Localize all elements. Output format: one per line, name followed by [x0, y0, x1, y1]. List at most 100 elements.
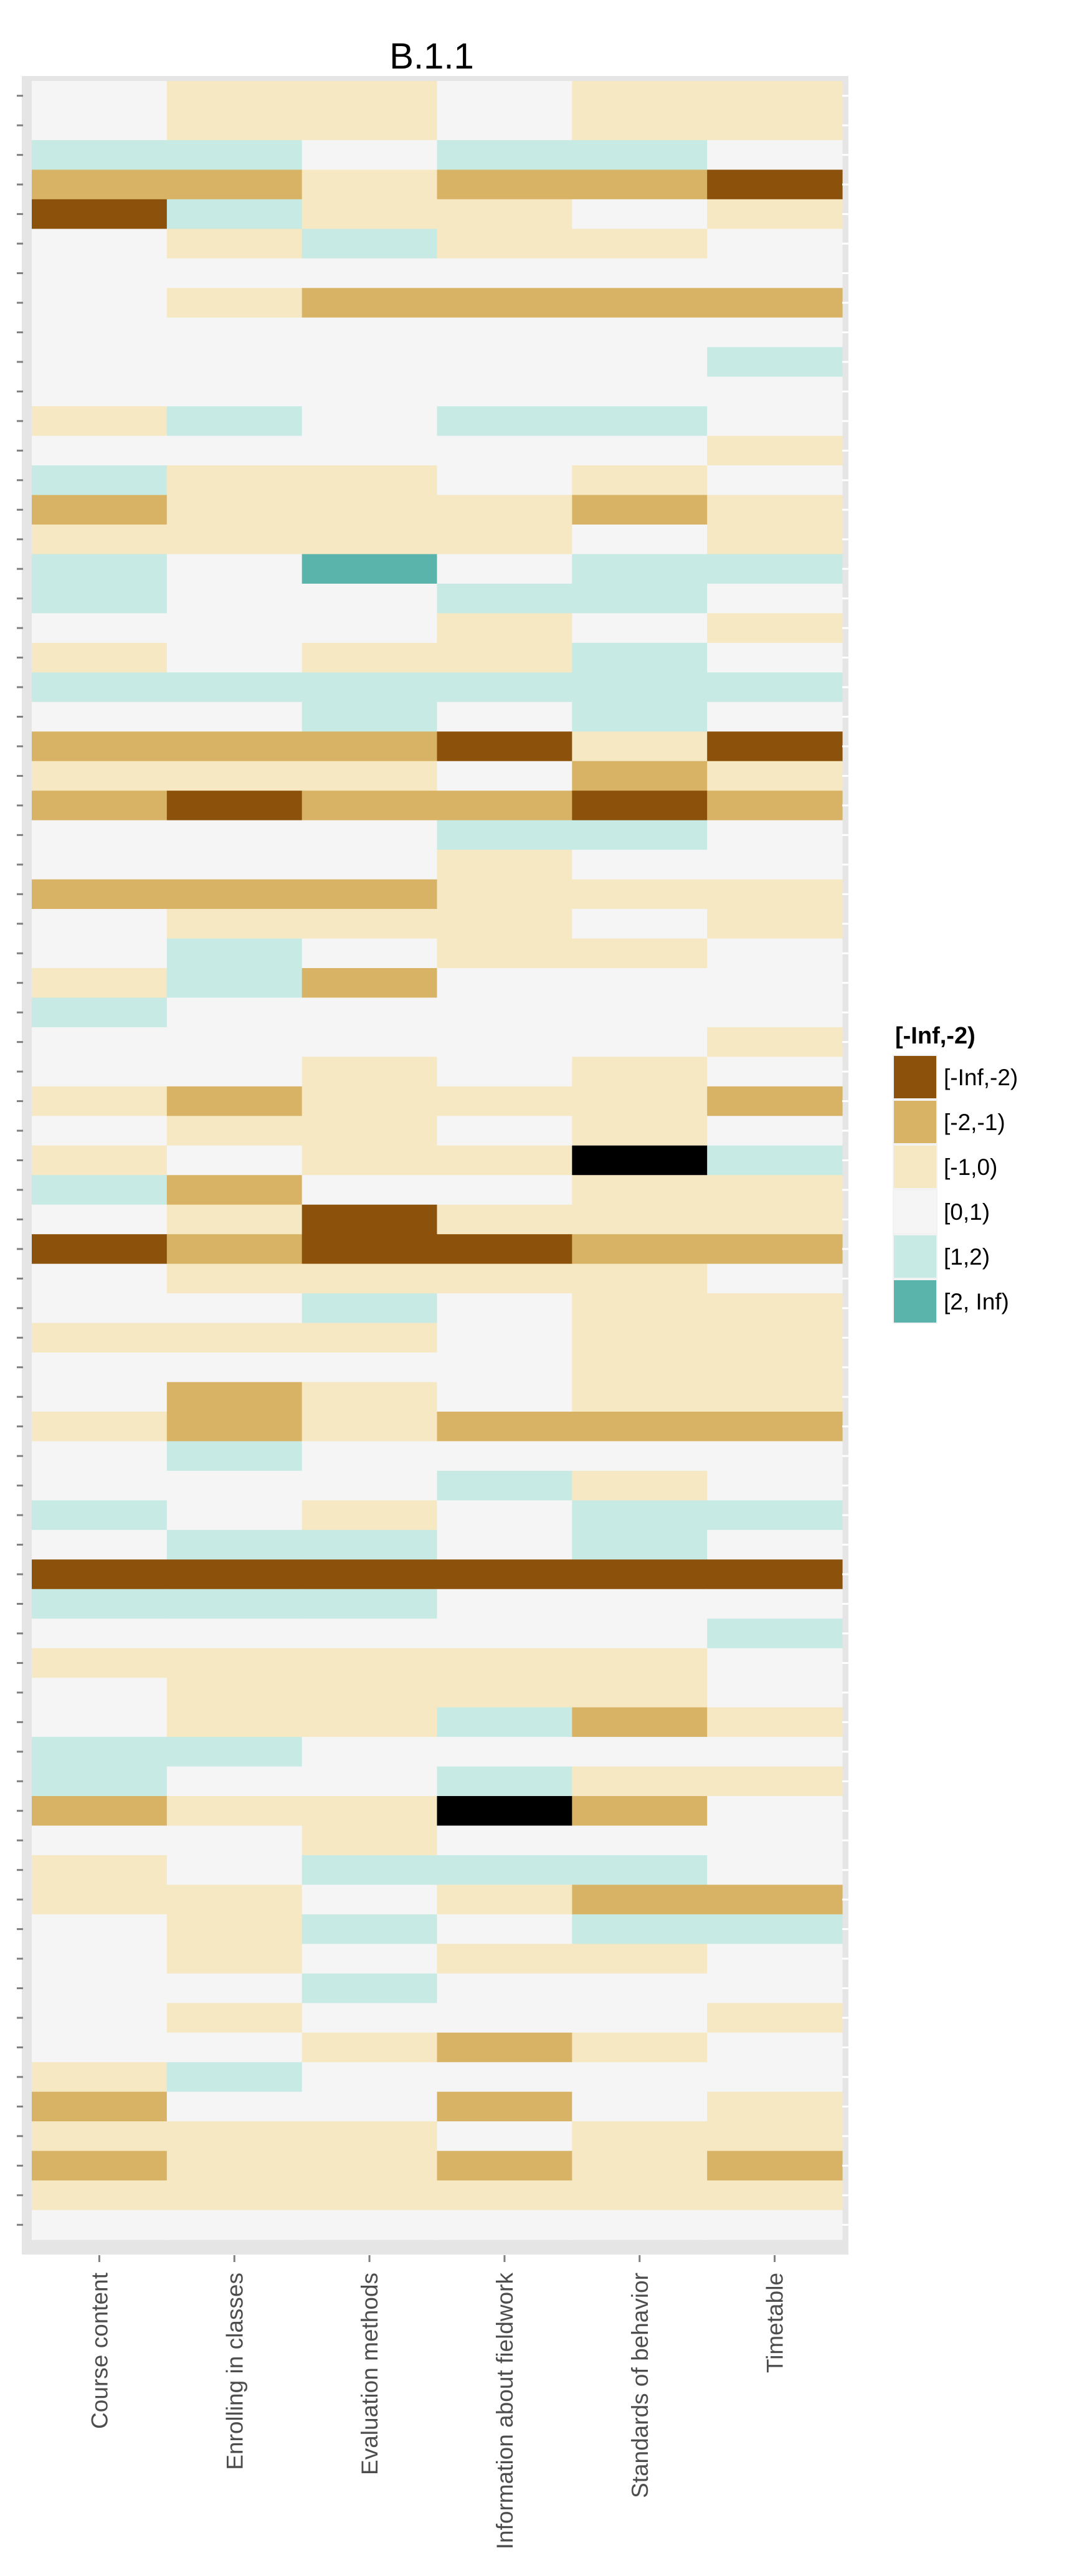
heatmap-cell	[437, 81, 572, 112]
heatmap-cell	[707, 967, 843, 999]
heatmap-cell	[166, 701, 303, 732]
heatmap-cell	[572, 347, 708, 378]
heatmap-cell	[32, 1086, 168, 1116]
heatmap-cell	[301, 465, 438, 496]
heatmap-cell	[32, 229, 168, 259]
heatmap-cell	[301, 879, 438, 910]
heatmap-cell	[572, 613, 708, 644]
heatmap-cell	[707, 1116, 843, 1146]
heatmap-cell	[301, 2003, 438, 2033]
heatmap-cell	[32, 938, 168, 969]
heatmap-cell	[572, 997, 708, 1028]
heatmap-cell	[437, 1766, 572, 1797]
heatmap-cell	[32, 1175, 168, 1205]
heatmap-cell	[166, 435, 303, 466]
heatmap-cell	[166, 1618, 303, 1649]
heatmap-cell	[32, 2210, 168, 2240]
heatmap-cell	[301, 997, 438, 1028]
heatmap-cell	[166, 672, 303, 703]
heatmap-cell	[437, 1737, 572, 1767]
heatmap-cell	[437, 2151, 572, 2181]
heatmap-cell	[166, 1855, 303, 1886]
heatmap-cell	[32, 1589, 168, 1619]
heatmap-cell	[301, 1529, 438, 1560]
heatmap-cell	[707, 140, 843, 170]
heatmap-cell	[572, 1086, 708, 1116]
heatmap-cell	[572, 376, 708, 407]
heatmap-cell	[437, 2062, 572, 2093]
legend-swatch	[894, 1191, 936, 1233]
heatmap-cell	[166, 258, 303, 288]
heatmap-cell	[301, 2210, 438, 2240]
heatmap-cell	[707, 169, 843, 200]
legend-label: [-1,0)	[944, 1154, 997, 1180]
heatmap-cell	[707, 2091, 843, 2122]
heatmap-cell	[32, 1382, 168, 1412]
heatmap-cell	[707, 229, 843, 259]
heatmap-cell	[437, 1175, 572, 1205]
heatmap-cell	[707, 1411, 843, 1442]
heatmap-cell	[437, 642, 572, 673]
heatmap-cell	[707, 1559, 843, 1590]
heatmap-cell	[301, 1796, 438, 1827]
heatmap-cell	[572, 169, 708, 200]
heatmap-cell	[707, 1766, 843, 1797]
heatmap-cell	[32, 1973, 168, 2003]
heatmap-cell	[166, 1470, 303, 1501]
heatmap-cell	[32, 110, 168, 141]
heatmap-cell	[437, 820, 572, 850]
heatmap-cell	[166, 2003, 303, 2033]
heatmap-cell	[32, 1884, 168, 1915]
heatmap-cell	[572, 1500, 708, 1531]
heatmap-cell	[301, 761, 438, 791]
legend-title: [-Inf,-2)	[895, 1023, 975, 1049]
heatmap-cell	[572, 1411, 708, 1442]
heatmap-cell	[32, 850, 168, 880]
heatmap-cell	[32, 1737, 168, 1767]
heatmap-cell	[707, 642, 843, 673]
heatmap-cell	[572, 2003, 708, 2033]
heatmap-cell	[707, 613, 843, 644]
heatmap-cell	[707, 909, 843, 939]
legend-swatch	[894, 1280, 936, 1323]
heatmap-cell	[166, 81, 303, 112]
heatmap-cell	[32, 1766, 168, 1797]
heatmap-cell	[707, 1529, 843, 1560]
heatmap-cell	[32, 406, 168, 437]
heatmap-cell	[707, 1796, 843, 1827]
heatmap-cell	[32, 1707, 168, 1737]
x-axis: Course content Enrolling in classes Evalua…	[87, 2255, 788, 2549]
heatmap-cell	[707, 1470, 843, 1501]
heatmap-cell	[166, 1678, 303, 1708]
heatmap-cell	[32, 2121, 168, 2152]
heatmap-cell	[437, 376, 572, 407]
x-tick-label: Standards of behavior	[627, 2273, 653, 2498]
heatmap-cell	[32, 879, 168, 910]
heatmap-cell	[707, 1678, 843, 1708]
heatmap-cell	[572, 465, 708, 496]
heatmap-cell	[572, 1559, 708, 1590]
heatmap-cell	[707, 2032, 843, 2063]
heatmap-cell	[707, 1825, 843, 1856]
heatmap-cell	[32, 1678, 168, 1708]
heatmap-cell	[301, 967, 438, 999]
heatmap-cell	[437, 2003, 572, 2033]
heatmap-cell	[301, 288, 438, 318]
heatmap-cell	[32, 791, 168, 821]
heatmap-cell	[437, 1529, 572, 1560]
legend: [-Inf,-2) [-Inf,-2) [-2,-1) [-1,0) [0,1) [1,…	[893, 1023, 1018, 1324]
heatmap-cell	[166, 406, 303, 437]
heatmap-cell	[437, 495, 572, 525]
heatmap-cell	[301, 554, 438, 584]
heatmap-cell	[707, 879, 843, 910]
heatmap-cell	[32, 672, 168, 703]
heatmap-cell	[166, 1648, 303, 1678]
heatmap-cell	[166, 2062, 303, 2093]
heatmap-cell	[707, 1027, 843, 1057]
heatmap-cell	[301, 642, 438, 673]
heatmap-cell	[437, 1086, 572, 1116]
heatmap-cell	[32, 1500, 168, 1531]
heatmap-cell	[301, 1470, 438, 1501]
legend-swatch	[894, 1235, 936, 1278]
heatmap-cell	[166, 347, 303, 378]
